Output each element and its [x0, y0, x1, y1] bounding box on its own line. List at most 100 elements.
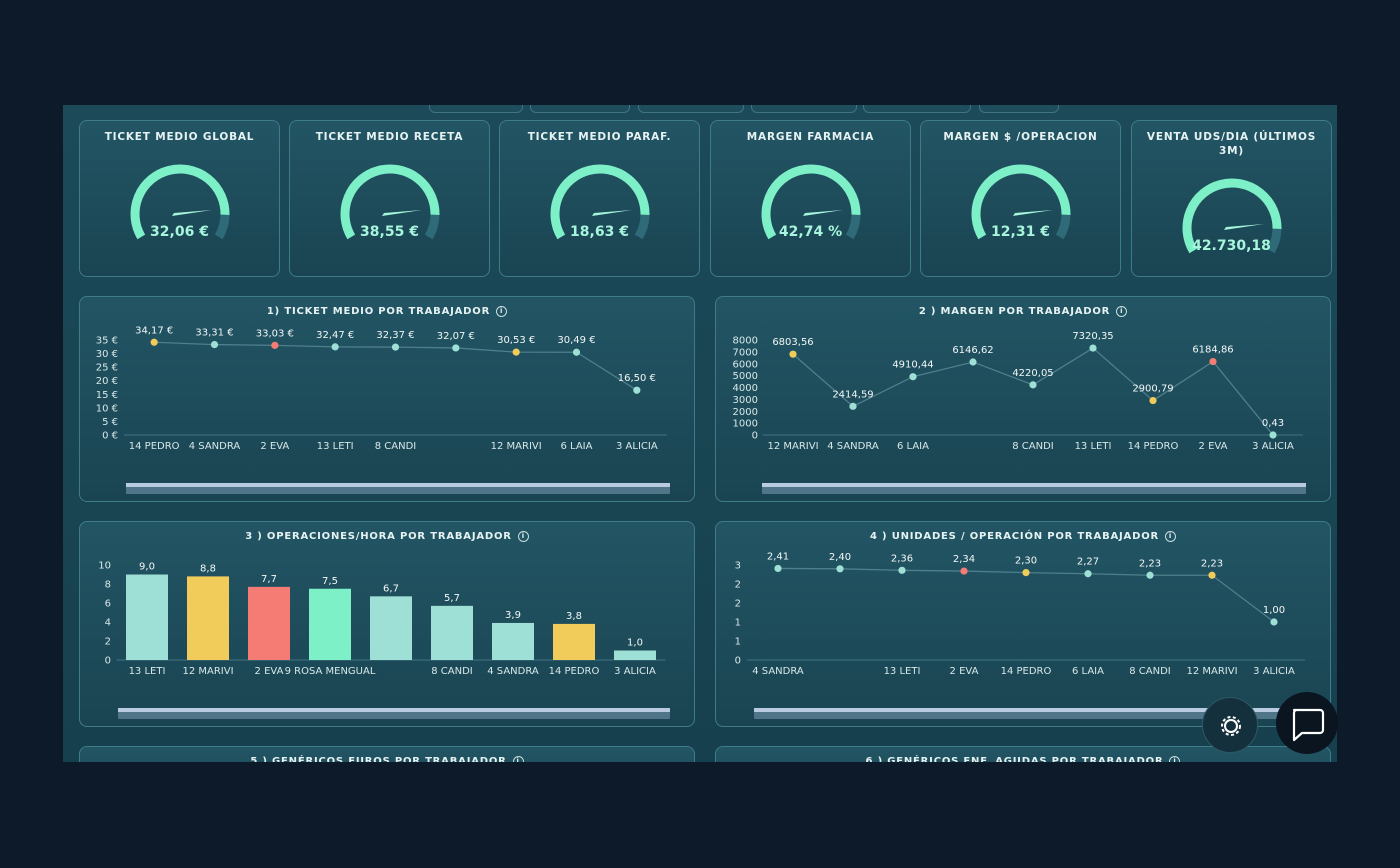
- y-tick-label: 8: [105, 580, 111, 591]
- y-tick-label: 6: [105, 599, 111, 610]
- gauge: [761, 164, 861, 240]
- point: [271, 341, 279, 349]
- scrollbar-thumb: [118, 708, 670, 712]
- y-tick-label: 10: [98, 561, 111, 572]
- nav-tab[interactable]: [863, 105, 971, 113]
- nav-tab[interactable]: [979, 105, 1059, 113]
- kpi-card: VENTA UDS/DIA (ÚLTIMOS 3M) 42.730,18: [1131, 120, 1332, 277]
- data-label: 8,8: [200, 563, 216, 574]
- data-label: 32,07 €: [437, 331, 475, 342]
- scrollbar-thumb: [754, 708, 1306, 712]
- kpi-value: 42.730,18: [1192, 238, 1271, 254]
- gauge-arc: [1182, 178, 1282, 254]
- bar: [431, 605, 473, 660]
- point: [1149, 396, 1157, 405]
- point: [391, 343, 400, 351]
- kpi-value: 42,74 %: [778, 224, 843, 240]
- x-tick-label: 12 MARIVI: [491, 441, 542, 452]
- x-tick-label: 4 SANDRA: [189, 441, 241, 452]
- x-tick-label: 12 MARIVI: [1186, 666, 1237, 677]
- data-label: 33,31 €: [195, 328, 233, 339]
- x-tick-label: 9 ROSA MENGUAL: [285, 666, 376, 677]
- kpi-value: 12,31 €: [991, 224, 1050, 240]
- y-tick-label: 3000: [733, 395, 758, 406]
- gauge-needle: [803, 210, 843, 216]
- x-tick-label: 2 EVA: [1199, 441, 1228, 452]
- nav-tab[interactable]: [638, 105, 744, 113]
- data-label: 2,41: [767, 551, 789, 562]
- x-tick-label: 3 ALICIA: [1253, 666, 1295, 677]
- info-icon: i: [496, 306, 508, 317]
- gauge-arc: [340, 164, 440, 240]
- x-tick-label: 3 ALICIA: [1252, 441, 1294, 452]
- chart-title: 6 ) GENÉRICOS ENF. AGUDAS POR TRABAJADOR…: [716, 756, 1330, 762]
- gauge: [550, 164, 650, 240]
- data-label: 1,0: [627, 638, 643, 649]
- y-tick-label: 0: [105, 656, 111, 667]
- bar: [370, 596, 412, 660]
- kpi-card: TICKET MEDIO PARAF. 18,63 €: [499, 120, 700, 277]
- y-tick-label: 0: [752, 431, 758, 442]
- chart-title: 1) TICKET MEDIO POR TRABAJADOR i: [80, 306, 694, 317]
- data-label: 2,34: [953, 554, 975, 565]
- nav-tab[interactable]: [751, 105, 857, 113]
- y-tick-label: 35 €: [96, 336, 118, 347]
- y-tick-label: 1: [735, 637, 741, 648]
- chart-panel: 6 ) GENÉRICOS ENF. AGUDAS POR TRABAJADOR…: [715, 746, 1331, 762]
- data-label: 2,30: [1015, 556, 1037, 567]
- data-label: 2900,79: [1132, 384, 1173, 395]
- info-icon: i: [1169, 756, 1181, 762]
- gauge-needle: [1013, 210, 1053, 216]
- settings-button[interactable]: [1202, 697, 1258, 753]
- chart: 0 2 4 6 8 10 13 LETI 12 MARIVI 2 EVA 9 ROSA MENGU…: [98, 561, 670, 719]
- point: [969, 358, 977, 366]
- chart-panel: 4 ) UNIDADES / OPERACIÓN POR TRABAJADOR i…: [715, 521, 1331, 727]
- kpi-value: 18,63 €: [570, 224, 629, 240]
- gauge-arc: [634, 214, 650, 240]
- dashboard: TICKET MEDIO GLOBAL 32,06 € TICKET MEDIO R…: [63, 105, 1337, 762]
- point: [1084, 570, 1092, 578]
- chart: 0 1 1 2 2 3 4 SANDRA 13 LETI 2 EVA 14 PEDRO 6 LAIA…: [735, 551, 1306, 719]
- y-tick-label: 20 €: [96, 376, 118, 387]
- point: [452, 344, 460, 352]
- x-tick-label: 13 LETI: [884, 666, 921, 677]
- point: [512, 348, 520, 356]
- chart-title-text: 1) TICKET MEDIO POR TRABAJADOR: [266, 306, 491, 317]
- chart-title-text: 4 ) UNIDADES / OPERACIÓN POR TRABAJADOR: [870, 531, 1159, 542]
- x-tick-label: 2 EVA: [950, 666, 979, 677]
- y-tick-label: 0 €: [102, 431, 118, 442]
- y-tick-label: 2: [105, 637, 111, 648]
- y-tick-label: 2: [735, 599, 741, 610]
- info-icon: i: [1116, 306, 1128, 317]
- chart-title-text: 6 ) GENÉRICOS ENF. AGUDAS POR TRABAJADOR: [865, 756, 1164, 762]
- gauge-needle: [592, 210, 632, 216]
- point: [1089, 344, 1097, 352]
- chart-title-text: 5 ) GENÉRICOS EUROS POR TRABAJADOR: [250, 756, 507, 762]
- point: [1209, 357, 1217, 366]
- gauge: [130, 164, 230, 240]
- chat-button[interactable]: [1276, 692, 1338, 754]
- data-label: 32,47 €: [316, 330, 354, 341]
- data-label: 0,43: [1262, 418, 1284, 429]
- gauge-arc: [424, 214, 440, 240]
- kpi-title: TICKET MEDIO RECETA: [315, 131, 464, 143]
- gauge-needle: [382, 210, 422, 216]
- x-tick-label: 8 CANDI: [375, 441, 417, 452]
- gauge-needle: [172, 210, 212, 216]
- point: [1270, 618, 1278, 626]
- y-tick-label: 4: [105, 618, 111, 629]
- x-tick-label: 6 LAIA: [897, 441, 929, 452]
- y-tick-label: 1: [735, 618, 741, 629]
- gauge-arc: [214, 214, 230, 240]
- x-tick-label: 3 ALICIA: [614, 666, 656, 677]
- y-tick-label: 4000: [733, 383, 758, 394]
- nav-tab[interactable]: [530, 105, 630, 113]
- kpi-value: 38,55 €: [360, 224, 419, 240]
- x-tick-label: 14 PEDRO: [549, 666, 600, 677]
- x-tick-label: 4 SANDRA: [487, 666, 539, 677]
- data-label: 16,50 €: [618, 373, 656, 384]
- y-tick-label: 10 €: [96, 403, 118, 414]
- nav-tab[interactable]: [429, 105, 523, 113]
- series-line: [777, 567, 1275, 623]
